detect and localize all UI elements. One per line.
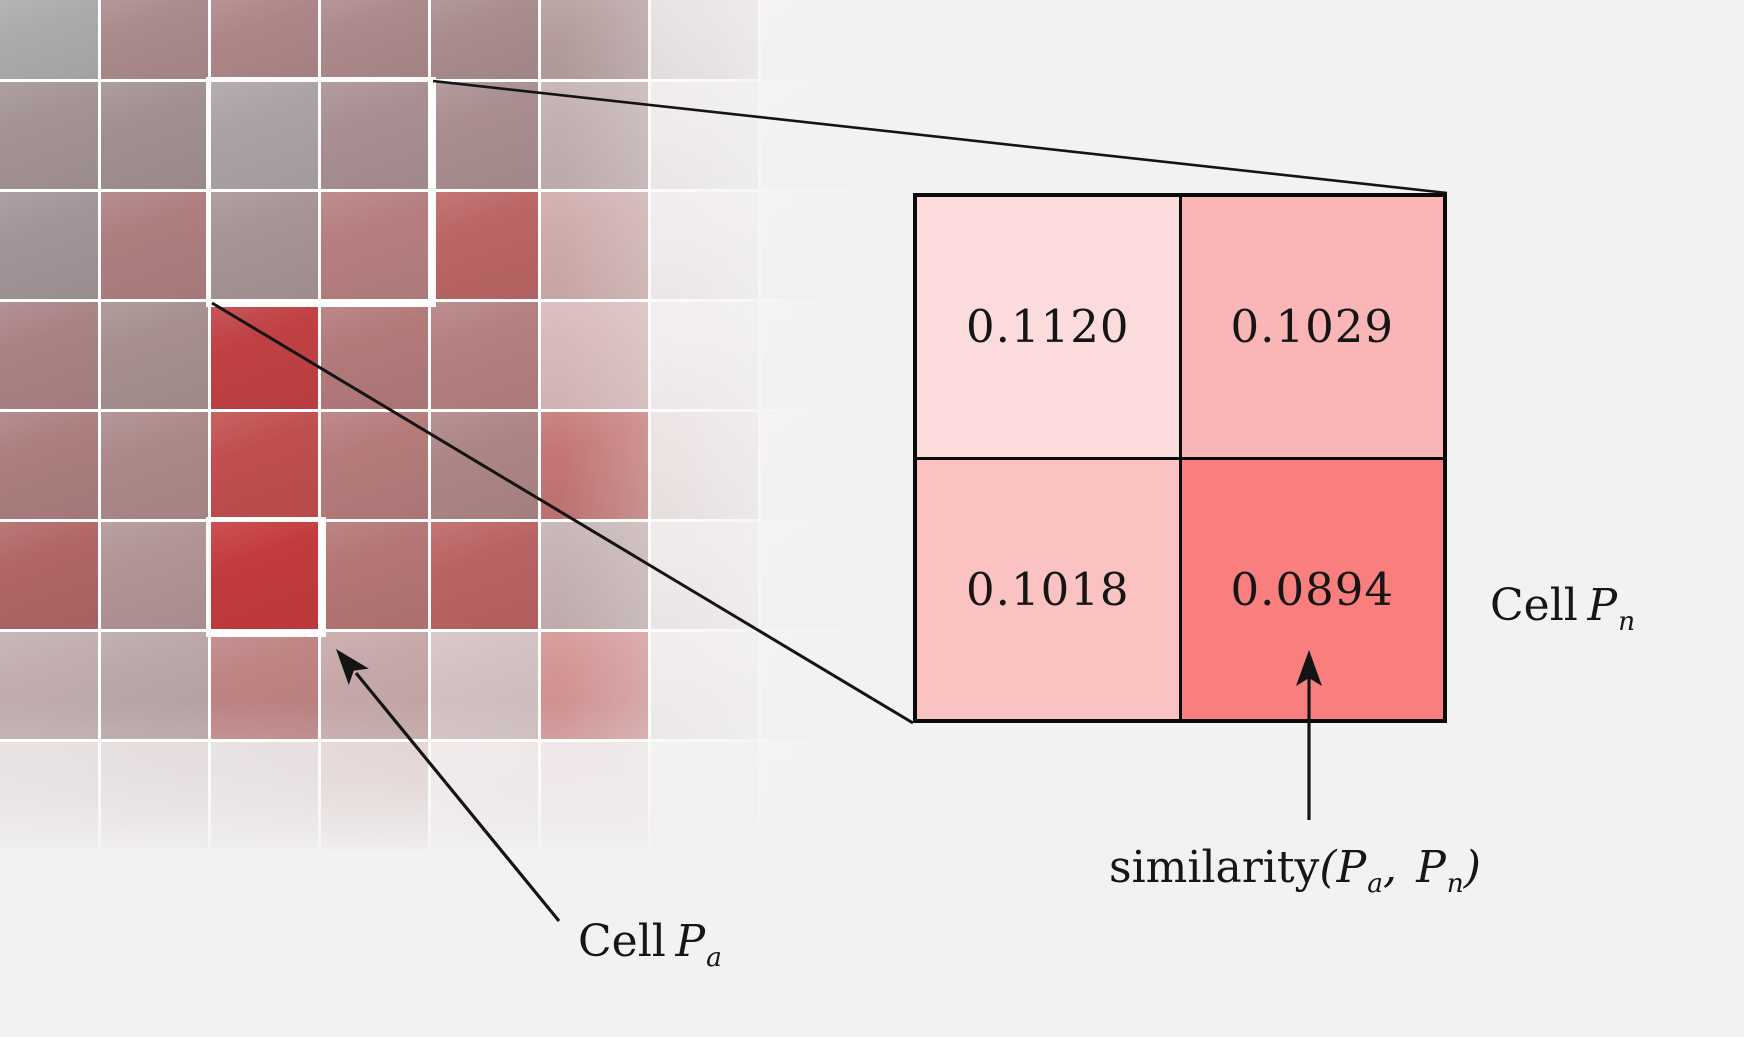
similarity-cell-1: 0.1029 (1181, 197, 1443, 457)
heatmap-cell-r5c7 (761, 522, 868, 629)
similarity-value: 0.1120 (966, 300, 1130, 354)
heatmap-cell-r7c3 (321, 742, 428, 849)
heatmap-cell-r4c0 (0, 412, 98, 519)
heatmap-cell-r6c5 (541, 632, 648, 739)
heatmap-cell-r0c7 (761, 0, 868, 79)
heatmap-cell-r6c0 (0, 632, 98, 739)
heatmap-cell-r3c2 (211, 302, 318, 409)
heatmap-cell-r0c1 (101, 0, 208, 79)
heatmap-cell-r3c5 (541, 302, 648, 409)
heatmap-cell-r0c2 (211, 0, 318, 79)
highlight-cell-pa (206, 517, 326, 637)
heatmap-cell-r3c6 (651, 302, 758, 409)
heatmap-cell-r4c7 (761, 412, 868, 519)
heatmap-cell-r3c1 (101, 302, 208, 409)
heatmap-cell-r1c2 (211, 82, 318, 189)
heatmap-cell-r6c3 (321, 632, 428, 739)
heatmap-cell-r1c1 (101, 82, 208, 189)
heatmap-cell-r2c3 (321, 192, 428, 299)
heatmap-cell-r1c5 (541, 82, 648, 189)
heatmap-cell-r3c4 (431, 302, 538, 409)
heatmap-cell-r6c1 (101, 632, 208, 739)
heatmap-cell-r1c3 (321, 82, 428, 189)
heatmap-cell-r7c7 (761, 742, 868, 849)
label-cell-pa-subscript: a (706, 942, 722, 974)
similarity-sub-second: n (1446, 868, 1464, 900)
heatmap-cell-r4c2 (211, 412, 318, 519)
label-cell-pn: Cell Pn (1490, 580, 1635, 637)
heatmap-cell-r4c1 (101, 412, 208, 519)
similarity-close-paren: ) (1463, 842, 1481, 893)
heatmap-cell-r5c1 (101, 522, 208, 629)
similarity-sub-first: a (1367, 868, 1383, 900)
heatmap-cell-r2c7 (761, 192, 868, 299)
heatmap-cell-r4c4 (431, 412, 538, 519)
heatmap-cell-r3c3 (321, 302, 428, 409)
heatmap-cell-r3c7 (761, 302, 868, 409)
similarity-p-second: P (1416, 842, 1446, 893)
similarity-p-first: P (1336, 842, 1367, 893)
heatmap-cell-r5c0 (0, 522, 98, 629)
similarity-grid: 0.1120 0.1029 0.1018 0.0894 (913, 193, 1447, 723)
heatmap-cell-r4c5 (541, 412, 648, 519)
heatmap-cell-r1c7 (761, 82, 868, 189)
similarity-value: 0.1029 (1230, 300, 1394, 354)
similarity-word: similarity (1109, 842, 1320, 893)
label-cell-pn-symbol: P (1587, 580, 1618, 631)
heatmap-cell-r7c4 (431, 742, 538, 849)
heatmap-cell-r5c4 (431, 522, 538, 629)
label-cell-pa: Cell Pa (578, 916, 722, 973)
label-cell-pa-word: Cell (578, 916, 666, 967)
heatmap-cell-r5c5 (541, 522, 648, 629)
heatmap-cell-r0c4 (431, 0, 538, 79)
heatmap-cell-r7c1 (101, 742, 208, 849)
similarity-separator: , (1382, 842, 1411, 893)
heatmap-cell-r6c6 (651, 632, 758, 739)
similarity-value: 0.0894 (1230, 562, 1394, 616)
heatmap-cell-r7c6 (651, 742, 758, 849)
heatmap-cell-r0c5 (541, 0, 648, 79)
heatmap-cell-r6c7 (761, 632, 868, 739)
label-cell-pn-subscript: n (1618, 606, 1636, 638)
similarity-cell-0: 0.1120 (917, 197, 1179, 457)
heatmap-cell-r7c0 (0, 742, 98, 849)
heatmap-cell-r2c0 (0, 192, 98, 299)
heatmap-cell-r1c0 (0, 82, 98, 189)
heatmap-cell-r6c4 (431, 632, 538, 739)
label-cell-pa-symbol: P (675, 916, 706, 967)
heatmap-cell-r2c6 (651, 192, 758, 299)
heatmap-cell-r6c2 (211, 632, 318, 739)
heatmap-cell-r2c2 (211, 192, 318, 299)
heatmap-cell-r2c4 (431, 192, 538, 299)
heatmap-cell-r4c6 (651, 412, 758, 519)
label-similarity: similarity(Pa, Pn) (1100, 842, 1490, 899)
heatmap-cell-r3c0 (0, 302, 98, 409)
similarity-value: 0.1018 (966, 562, 1130, 616)
similarity-open-paren: ( (1319, 842, 1337, 893)
highlight-neighborhood-box (206, 77, 436, 307)
heatmap-cell-r1c6 (651, 82, 758, 189)
heatmap-cell-r5c6 (651, 522, 758, 629)
heatmap-cell-r4c3 (321, 412, 428, 519)
heatmap-cell-r0c6 (651, 0, 758, 79)
heatmap-cell-r5c3 (321, 522, 428, 629)
heatmap-cell-r0c3 (321, 0, 428, 79)
heatmap-cell-r2c1 (101, 192, 208, 299)
heatmap-cell-r2c5 (541, 192, 648, 299)
heatmap-cell-r7c2 (211, 742, 318, 849)
label-cell-pn-word: Cell (1490, 580, 1578, 631)
heatmap-cell-r0c0 (0, 0, 98, 79)
heatmap-cell-r7c5 (541, 742, 648, 849)
similarity-cell-2: 0.1018 (917, 459, 1179, 719)
similarity-cell-3: 0.0894 (1181, 459, 1443, 719)
heatmap-cell-r1c4 (431, 82, 538, 189)
